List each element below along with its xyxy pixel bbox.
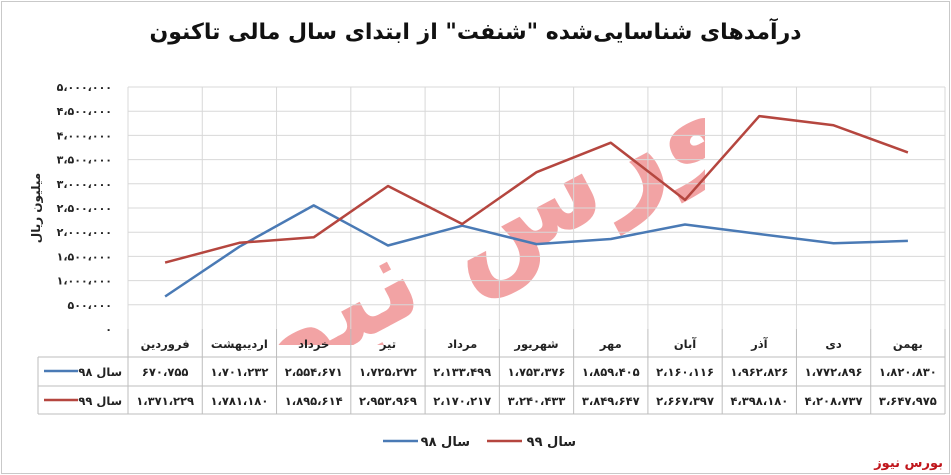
y-tick-label: ۰ [105,323,112,336]
data-label: ۳،۸۴۹،۶۴۷ [582,394,640,408]
y-tick-label: ۱،۰۰۰،۰۰۰ [57,275,112,288]
y-tick-label: ۳،۵۰۰،۰۰۰ [57,154,112,167]
category-label: بهمن [893,337,923,351]
data-label: ۲،۱۶۰،۱۱۶ [656,365,714,379]
category-label: آذر [750,337,769,351]
y-tick-label: ۳،۰۰۰،۰۰۰ [57,178,112,191]
data-label: ۳،۲۴۰،۴۳۳ [508,394,566,408]
data-label: ۱،۸۲۰،۸۳۰ [879,365,937,379]
y-axis-label: میلیون ریال [29,173,44,243]
data-label: ۱،۷۵۳،۳۷۶ [508,365,566,379]
category-label: اردیبهشت [211,337,268,351]
data-label: ۲،۹۵۳،۹۶۹ [359,394,417,408]
data-label: ۱،۷۰۱،۲۳۲ [210,365,268,379]
y-tick-label: ۵۰۰،۰۰۰ [68,299,112,312]
data-label: ۱،۷۲۵،۲۷۲ [359,365,417,379]
category-label: خرداد [298,337,329,351]
data-label: ۲،۱۳۳،۴۹۹ [433,365,491,379]
series-line-99 [164,114,909,264]
data-label: ۲،۶۶۷،۳۹۷ [656,394,714,408]
y-tick-label: ۴،۵۰۰،۰۰۰ [57,105,112,118]
category-label: دی [825,337,842,351]
category-label: آبان [674,337,697,351]
data-label: ۲،۵۵۴،۶۷۱ [285,365,343,379]
data-label: ۱،۸۹۵،۶۱۴ [285,394,343,408]
legend-label-98: سال ۹۸ [421,435,470,450]
y-tick-label: ۱،۵۰۰،۰۰۰ [57,250,112,263]
y-tick-label: ۴،۰۰۰،۰۰۰ [57,129,112,142]
data-label: ۴،۳۹۸،۱۸۰ [730,394,788,408]
table-series-name: سال ۹۸ [78,365,122,379]
table-series-name: سال ۹۹ [78,394,122,408]
data-label: ۱،۸۵۹،۴۰۵ [582,365,640,379]
chart-title: درآمدهای شناسایی‌شده "شنفت" از ابتدای سا… [149,20,802,45]
category-label: مهر [599,337,622,351]
series-line-98 [164,204,908,298]
y-tick-label: ۲،۰۰۰،۰۰۰ [57,226,112,239]
data-label: ۱،۳۷۱،۲۲۹ [136,394,194,408]
legend-label-99: سال ۹۹ [527,435,576,450]
y-tick-label: ۲،۵۰۰،۰۰۰ [57,202,112,215]
brand-label: بورس نیوز [874,456,943,471]
y-tick-label: ۵،۰۰۰،۰۰۰ [57,81,112,94]
data-label: ۱،۷۷۲،۸۹۶ [805,365,863,379]
category-label: مرداد [447,337,477,351]
data-label: ۲،۱۷۰،۲۱۷ [433,394,491,408]
category-label: فروردین [141,337,190,352]
data-label: ۴،۲۰۸،۷۳۷ [805,394,863,408]
data-label: ۳،۶۴۷،۹۷۵ [879,394,937,408]
data-label: ۱،۹۶۲،۸۲۶ [730,365,788,379]
data-label: ۶۷۰،۷۵۵ [142,365,188,379]
data-label: ۱،۷۸۱،۱۸۰ [210,394,268,408]
category-label: تیر [379,337,396,351]
category-label: شهریور [513,337,558,352]
